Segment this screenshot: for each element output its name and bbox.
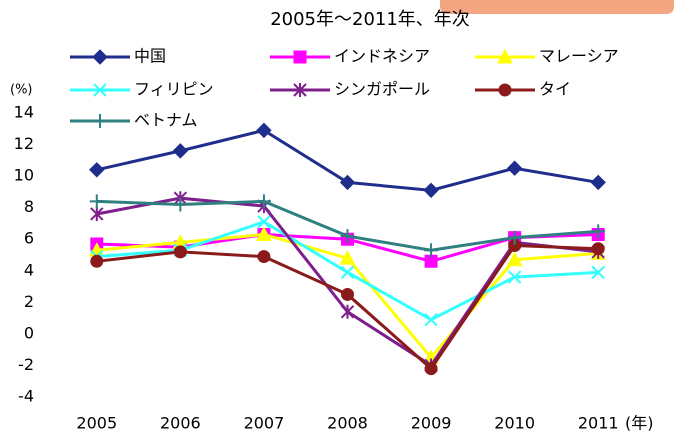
data-point <box>339 250 356 265</box>
data-point <box>424 254 438 268</box>
data-point <box>508 239 522 253</box>
chart-title: 2005年～2011年、年次 <box>270 9 470 30</box>
data-point <box>256 226 272 241</box>
data-point <box>591 224 606 239</box>
data-point <box>340 304 355 319</box>
legend-label: マレーシア <box>539 47 619 66</box>
data-point <box>172 143 189 159</box>
x-tick-label: 2010 <box>494 414 535 433</box>
data-point <box>256 194 271 209</box>
data-point <box>173 245 187 259</box>
x-tick-label: 2005 <box>76 414 117 433</box>
y-tick-label: 4 <box>24 260 34 279</box>
legend-marker <box>92 49 108 65</box>
data-point <box>507 230 522 245</box>
data-point <box>90 254 104 268</box>
legend-marker <box>498 83 512 97</box>
data-point <box>591 265 605 280</box>
data-point <box>506 251 523 267</box>
y-tick-label: -2 <box>18 355 34 374</box>
data-point <box>506 160 523 176</box>
y-tick-label: 0 <box>24 323 34 342</box>
data-point <box>423 182 439 199</box>
y-tick-label: 10 <box>14 166 34 185</box>
data-point <box>339 174 356 191</box>
data-point <box>591 242 605 256</box>
y-tick-label: 12 <box>14 134 34 153</box>
data-point <box>590 174 606 191</box>
data-point <box>340 265 355 280</box>
y-tick-label: 8 <box>24 197 34 216</box>
y-tick-label: 2 <box>24 292 34 311</box>
y-tick-label: 14 <box>14 103 34 122</box>
legend-marker <box>293 50 307 64</box>
x-tick-label: 2009 <box>411 414 452 433</box>
x-tick-label: 2007 <box>244 414 285 433</box>
x-unit: (年) <box>625 414 654 433</box>
legend-label: インドネシア <box>334 47 430 66</box>
legend-marker <box>497 48 513 64</box>
legend-label: ベトナム <box>134 111 198 130</box>
data-point <box>340 229 355 244</box>
data-point <box>257 215 271 229</box>
data-point <box>257 250 271 264</box>
data-point <box>173 197 188 212</box>
x-tick-label: 2006 <box>160 414 201 433</box>
y-unit: (%) <box>10 83 33 98</box>
x-tick-label: 2008 <box>327 414 368 433</box>
legend-label: シンガポール <box>334 80 430 99</box>
y-tick-label: -4 <box>18 387 34 406</box>
legend-marker <box>93 83 107 97</box>
legend-marker <box>93 114 107 128</box>
data-point <box>424 243 439 258</box>
data-point <box>424 312 438 327</box>
data-point <box>89 162 105 178</box>
data-point <box>340 287 355 301</box>
data-point <box>507 270 522 284</box>
data-point <box>89 194 104 209</box>
decor-tab <box>440 0 674 14</box>
data-point <box>90 206 104 221</box>
legend-label: 中国 <box>134 47 166 66</box>
data-point <box>256 122 272 139</box>
legend-marker <box>293 83 307 97</box>
data-point <box>424 362 438 376</box>
series-line <box>96 196 599 368</box>
legend-label: フィリピン <box>134 80 214 99</box>
y-tick-label: 6 <box>24 229 34 248</box>
legend-label: タイ <box>539 80 571 99</box>
x-tick-label: 2011 <box>578 414 619 433</box>
